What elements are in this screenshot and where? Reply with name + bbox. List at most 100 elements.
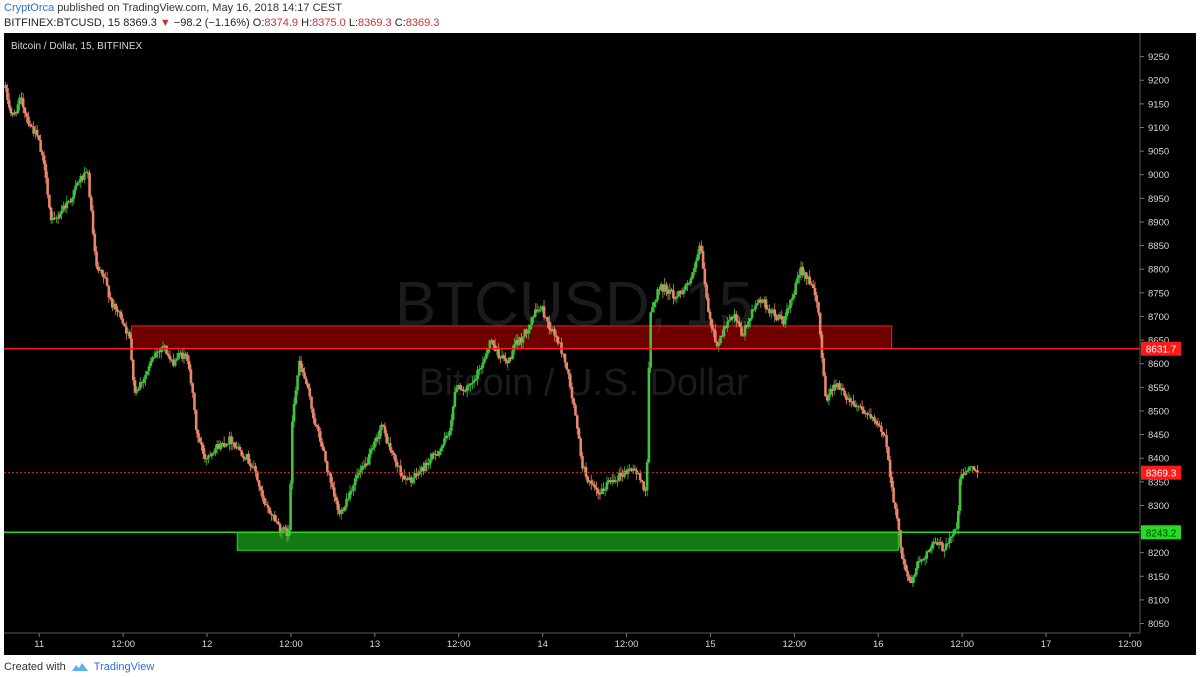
candle-body bbox=[561, 353, 565, 355]
candle-body bbox=[131, 359, 135, 381]
candle-body bbox=[86, 172, 90, 174]
candle-body bbox=[336, 500, 340, 510]
levels-layer bbox=[4, 347, 1140, 534]
y-tick-label: 8200 bbox=[1148, 548, 1169, 559]
candle-body bbox=[726, 321, 729, 328]
candle-body bbox=[724, 326, 728, 328]
y-tick-label: 8150 bbox=[1148, 572, 1169, 583]
candle-body bbox=[955, 528, 958, 530]
y-tick-label: 8350 bbox=[1148, 477, 1169, 488]
x-tick-label: 12:00 bbox=[950, 639, 974, 650]
candle-body bbox=[214, 448, 217, 453]
candle-body bbox=[457, 385, 460, 388]
y-tick-label: 8850 bbox=[1148, 241, 1169, 252]
candle-body bbox=[586, 476, 590, 483]
candle-body bbox=[81, 175, 84, 180]
candle-body bbox=[72, 190, 76, 199]
candle-body bbox=[240, 450, 243, 456]
candle-body bbox=[617, 472, 621, 481]
candle-body bbox=[30, 125, 34, 127]
candle-body bbox=[399, 465, 403, 476]
candle-body bbox=[535, 309, 539, 312]
candle-body bbox=[817, 302, 820, 313]
x-tick-label: 12:00 bbox=[447, 639, 471, 650]
candle-body bbox=[221, 442, 224, 444]
candle-body bbox=[180, 352, 184, 359]
candle-body bbox=[62, 205, 65, 211]
candle-body bbox=[757, 299, 761, 304]
candle-body bbox=[67, 201, 70, 203]
candles-layer bbox=[4, 81, 979, 588]
candle-body bbox=[596, 489, 600, 494]
candle-body bbox=[385, 433, 389, 444]
candle-body bbox=[208, 455, 212, 457]
candle-body bbox=[860, 406, 864, 410]
time-axis-bg[interactable] bbox=[4, 633, 1196, 655]
candle-body bbox=[506, 361, 509, 364]
candle-body bbox=[60, 210, 63, 214]
candle-body bbox=[133, 380, 137, 393]
candle-body bbox=[621, 475, 624, 477]
candle-body bbox=[325, 461, 329, 472]
candle-body bbox=[490, 340, 493, 342]
candle-body bbox=[476, 369, 479, 379]
chart-container[interactable]: BTCUSD, 15 Bitcoin / U.S. Dollar 8050 810… bbox=[4, 33, 1196, 655]
candle-body bbox=[925, 551, 929, 559]
author-link[interactable]: CryptOrca bbox=[4, 2, 55, 14]
price-axis[interactable]: 8050810081508200825083008350840084508500… bbox=[1140, 52, 1169, 630]
candle-body bbox=[962, 473, 965, 476]
resistance-zone bbox=[131, 325, 893, 350]
candle-body bbox=[588, 480, 591, 483]
time-axis[interactable]: 11 12:00 12 12:00 13 12:00 14 12:00 15 12:00 16 12:… bbox=[34, 633, 1142, 650]
candle-body bbox=[217, 444, 221, 450]
candle-body bbox=[193, 392, 196, 411]
candle-body bbox=[663, 284, 666, 292]
x-tick-label: 12:00 bbox=[111, 639, 135, 650]
candle-body bbox=[339, 509, 343, 514]
candle-body bbox=[65, 201, 69, 209]
candle-body bbox=[165, 345, 168, 354]
candle-body bbox=[79, 175, 83, 182]
candle-body bbox=[390, 450, 394, 453]
candle-body bbox=[509, 357, 513, 360]
y-tick-label: 9200 bbox=[1148, 76, 1169, 87]
candle-body bbox=[645, 462, 649, 491]
candle-body bbox=[409, 477, 413, 483]
candle-body bbox=[444, 435, 448, 439]
candle-body bbox=[425, 462, 429, 466]
price-chart[interactable]: BTCUSD, 15 Bitcoin / U.S. Dollar 8050810… bbox=[4, 33, 1196, 655]
candle-body bbox=[443, 438, 446, 445]
candle-body bbox=[600, 488, 604, 494]
candle-body bbox=[719, 335, 722, 344]
candle-body bbox=[224, 443, 228, 447]
candle-body bbox=[226, 443, 229, 445]
candle-body bbox=[453, 391, 457, 407]
candle-body bbox=[439, 448, 443, 452]
candle-body bbox=[824, 375, 827, 397]
candle-body bbox=[614, 480, 617, 482]
candle-body bbox=[647, 367, 651, 463]
candle-body bbox=[528, 324, 532, 330]
candle-body bbox=[137, 388, 140, 391]
candle-body bbox=[97, 266, 100, 271]
x-tick-label: 11 bbox=[34, 639, 44, 650]
x-tick-label: 15 bbox=[705, 639, 716, 650]
last-price: 8369.3 bbox=[123, 17, 157, 29]
candle-body bbox=[210, 453, 214, 457]
candle-body bbox=[932, 541, 936, 545]
candle-body bbox=[733, 314, 736, 319]
candle-body bbox=[666, 289, 670, 294]
tradingview-link[interactable]: TradingView bbox=[93, 661, 155, 673]
candle-body bbox=[46, 178, 49, 195]
candle-body bbox=[422, 467, 425, 472]
candle-body bbox=[922, 559, 925, 561]
candle-body bbox=[469, 383, 472, 386]
candle-body bbox=[811, 284, 815, 288]
candle-body bbox=[916, 561, 920, 569]
candle-body bbox=[247, 453, 250, 464]
candle-body bbox=[696, 254, 700, 261]
candle-body bbox=[48, 194, 51, 208]
candle-body bbox=[450, 419, 453, 431]
candle-body bbox=[680, 293, 684, 295]
candle-body bbox=[196, 430, 200, 438]
